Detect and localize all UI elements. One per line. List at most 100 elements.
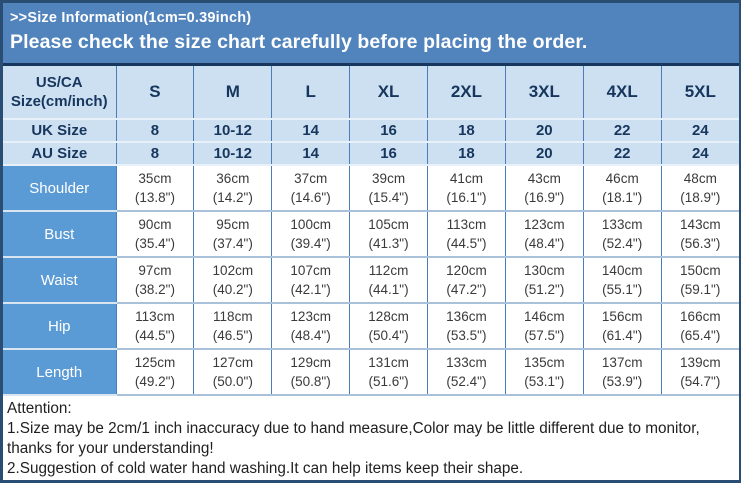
- measurement-inch-value: (16.1"): [446, 190, 487, 205]
- size-value-cell: 24: [660, 142, 739, 165]
- measurement-cell: 36cm (14.2"): [193, 165, 272, 211]
- attention-title: Attention:: [7, 400, 72, 417]
- measurement-cm-value: 90cm: [138, 217, 172, 232]
- measurement-row-label: Length: [3, 349, 116, 396]
- size-column-header: XL: [349, 66, 428, 119]
- measurement-cm-value: 133cm: [601, 217, 643, 232]
- measurement-inch-value: (46.5"): [212, 328, 253, 343]
- measurement-cell: 131cm (51.6"): [349, 349, 428, 395]
- measurement-cell: 125cm (49.2"): [115, 349, 194, 395]
- measurement-cm-value: 137cm: [601, 355, 643, 370]
- measurement-inch-value: (50.4"): [368, 328, 409, 343]
- measurement-cell: 135cm (53.1"): [504, 349, 584, 395]
- measurement-inch-value: (57.5"): [524, 328, 565, 343]
- measurement-inch-value: (52.4"): [602, 236, 643, 251]
- attention-note: 2.Suggestion of cold water hand washing.…: [7, 460, 524, 477]
- measurement-cell: 102cm (40.2"): [193, 257, 272, 303]
- measurement-cell: 100cm (39.4"): [271, 211, 350, 257]
- measurement-row-label: Waist: [3, 257, 116, 304]
- size-value-cell: 22: [582, 119, 662, 142]
- measurement-cell: 95cm (37.4"): [193, 211, 272, 257]
- measurement-cm-value: 105cm: [368, 217, 409, 232]
- size-value-cell: 16: [349, 119, 428, 142]
- divider-bar: [3, 63, 739, 66]
- measurement-cell: 137cm (53.9"): [582, 349, 662, 395]
- measurement-cell: 133cm (52.4"): [582, 211, 662, 257]
- measurement-inch-value: (40.2"): [212, 282, 253, 297]
- measurement-inch-value: (56.3"): [680, 236, 721, 251]
- size-conversion-row: UK Size 8 10-12 14 16 18 20 22 24: [3, 119, 739, 142]
- size-value-cell: 8: [115, 142, 194, 165]
- measurement-cm-value: 139cm: [680, 355, 721, 370]
- measurement-cm-value: 41cm: [449, 171, 483, 186]
- measurement-cm-value: 43cm: [527, 171, 561, 186]
- size-value-cell: 20: [504, 119, 584, 142]
- measurement-cell: 35cm (13.8"): [115, 165, 194, 211]
- measurement-cm-value: 131cm: [368, 355, 409, 370]
- measurement-cell: 120cm (47.2"): [427, 257, 506, 303]
- measurement-inch-value: (14.2"): [212, 190, 253, 205]
- measurement-cell: 39cm (15.4"): [349, 165, 428, 211]
- measurement-cm-value: 120cm: [446, 263, 487, 278]
- measurement-cm-value: 125cm: [134, 355, 176, 370]
- measurement-cm-value: 146cm: [524, 309, 565, 324]
- measurement-inch-value: (15.4"): [368, 190, 409, 205]
- measurement-cell: 166cm (65.4"): [660, 303, 739, 349]
- measurement-inch-value: (61.4"): [602, 328, 643, 343]
- attention-note: 1.Size may be 2cm/1 inch inaccuracy due …: [7, 420, 700, 457]
- measurement-cm-value: 123cm: [290, 309, 331, 324]
- measurement-cm-value: 97cm: [138, 263, 172, 278]
- row-label: AU Size: [3, 142, 116, 165]
- measurement-inch-value: (51.6"): [368, 374, 409, 389]
- column-header-us-ca-line: US/CA: [35, 74, 83, 91]
- measurement-inch-value: (51.2"): [524, 282, 565, 297]
- measurement-cm-value: 46cm: [605, 171, 639, 186]
- measurement-cell: 97cm (38.2"): [115, 257, 194, 303]
- measurement-cm-value: 123cm: [524, 217, 565, 232]
- measurement-cell: 136cm (53.5"): [427, 303, 506, 349]
- measurement-inch-value: (14.6"): [290, 190, 331, 205]
- measurement-cell: 113cm (44.5"): [427, 211, 506, 257]
- measurement-cell: 112cm (44.1"): [349, 257, 428, 303]
- measurement-cell: 41cm (16.1"): [427, 165, 506, 211]
- measurement-cm-value: 113cm: [446, 217, 487, 232]
- measurement-inch-value: (48.4"): [290, 328, 331, 343]
- measurement-cm-value: 140cm: [601, 263, 643, 278]
- measurement-cm-value: 156cm: [601, 309, 643, 324]
- measurement-inch-value: (49.2"): [134, 374, 175, 389]
- measurement-cm-value: 113cm: [135, 309, 175, 324]
- size-value-cell: 18: [427, 119, 506, 142]
- measurement-cm-value: 133cm: [446, 355, 487, 370]
- measurement-inch-value: (59.1"): [680, 282, 721, 297]
- measurement-inch-value: (54.7"): [680, 374, 721, 389]
- table-header-row: US/CA Size(cm/inch) S M L XL 2XL 3XL 4XL 5XL: [3, 66, 739, 119]
- measurement-inch-value: (50.0"): [212, 374, 253, 389]
- measurement-row-label: Hip: [3, 303, 116, 350]
- measurement-inch-value: (65.4"): [680, 328, 721, 343]
- measurement-cell: 146cm (57.5"): [504, 303, 584, 349]
- measurement-cm-value: 35cm: [138, 171, 172, 186]
- measurement-cm-value: 150cm: [680, 263, 721, 278]
- measurement-cell: 113cm (44.5"): [115, 303, 194, 349]
- measurement-cm-value: 36cm: [216, 171, 250, 186]
- measurement-row: Waist 97cm (38.2") 102cm (40.2") 107cm (42.1")…: [3, 257, 739, 304]
- size-column-header: 3XL: [504, 66, 584, 119]
- measurement-cell: 37cm (14.6"): [271, 165, 350, 211]
- measurement-cell: 156cm (61.4"): [582, 303, 662, 349]
- measurement-cell: 127cm (50.0"): [193, 349, 272, 395]
- size-column-header: S: [115, 66, 194, 119]
- measurement-cm-value: 39cm: [372, 171, 406, 186]
- banner-title: >>Size Information(1cm=0.39inch): [10, 10, 252, 26]
- measurement-inch-value: (48.4"): [524, 236, 565, 251]
- measurement-inch-value: (13.8"): [134, 190, 175, 205]
- measurement-cell: 123cm (48.4"): [504, 211, 584, 257]
- size-value-cell: 18: [427, 142, 506, 165]
- measurement-inch-value: (52.4"): [446, 374, 487, 389]
- banner-subtitle: Please check the size chart carefully be…: [10, 31, 588, 53]
- measurement-cm-value: 143cm: [680, 217, 721, 232]
- measurement-cell: 139cm (54.7"): [660, 349, 739, 395]
- attention-section: Attention: 1.Size may be 2cm/1 inch inac…: [3, 396, 739, 479]
- measurement-cell: 140cm (55.1"): [582, 257, 662, 303]
- measurement-cm-value: 136cm: [446, 309, 487, 324]
- measurement-inch-value: (53.5"): [446, 328, 487, 343]
